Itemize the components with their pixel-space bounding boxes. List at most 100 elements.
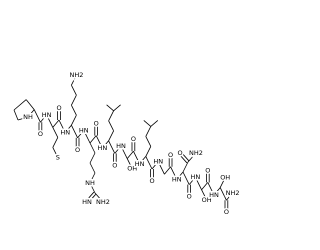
bond [145,156,153,170]
atom-label: HN [42,111,52,119]
bond [108,140,116,154]
atom-label: HN [116,142,126,150]
bond [52,127,59,138]
bond [187,152,197,163]
bond [89,135,97,144]
bond [71,75,77,86]
atom-label: NH2 [226,189,240,197]
atom-label: HN [60,129,70,137]
bond [89,182,96,194]
bond [201,189,207,200]
atom-label: NH [23,113,33,121]
bond [13,109,19,121]
bond [182,171,190,185]
bond [46,114,54,128]
bond [145,136,152,147]
bond [25,99,35,110]
bond [89,162,96,174]
atom-label: HN [98,144,108,152]
bond [71,85,77,96]
atom-label: O [187,193,192,201]
bond [52,119,60,128]
atom-label: OH [202,196,212,204]
atom-label: HN [82,198,92,206]
bond [178,153,188,164]
bond [71,105,77,116]
background [0,0,250,250]
bond [182,161,189,173]
bond [87,193,97,204]
atom-label: O [56,104,61,112]
bonds [13,75,233,213]
atom-label: O [112,161,117,169]
atom-label: NH2 [69,71,83,79]
atom-label: O [205,166,210,174]
bond [58,119,66,133]
atom-label: O [38,130,43,138]
bond [89,142,96,154]
atom-label: O [177,149,182,157]
bond [145,126,152,137]
bond [40,114,47,123]
bond [219,177,226,188]
bond [157,161,165,175]
bond [226,192,233,201]
bond [139,156,147,165]
bond [71,125,78,138]
bond [176,171,184,180]
bond [52,137,59,148]
bond [164,166,171,175]
bond [120,145,128,159]
bond [85,191,95,202]
atom-label: OH [127,165,137,173]
atom-label: O [224,208,229,216]
atom-label: O [168,151,173,159]
bond [188,176,196,185]
bond [13,99,27,111]
atom-label: OH [220,174,230,182]
atom-label: O [131,135,136,143]
bond [195,177,202,190]
bond [27,109,35,118]
bond [64,124,72,133]
bond [126,158,133,169]
bond [95,135,103,149]
bond [213,187,221,196]
bond [106,104,114,112]
atom-label: O [75,146,80,154]
bond [170,166,178,180]
atom-label: O [149,177,154,185]
bond [108,110,114,121]
atom-label: HN [135,160,145,168]
bond [89,152,96,164]
bond [133,151,140,164]
bond [151,161,159,170]
bond [180,151,190,162]
atom-label: HN [79,126,89,134]
bond [17,116,29,121]
bond [108,130,114,141]
atom-label: HN [191,173,201,181]
atom-label: S [56,153,60,161]
bond [150,120,159,127]
bond [33,109,41,123]
bond [126,150,134,159]
atom-label: NH [85,179,95,187]
atom-label: NH2 [96,198,110,206]
bond [114,145,122,154]
bond [94,192,104,203]
bond [143,120,152,127]
bond [201,182,209,191]
bond [145,146,152,157]
bond [207,182,215,196]
bond [71,115,77,126]
atom-label: HN [153,158,163,166]
bond [77,130,85,139]
bond [113,104,121,112]
bond [52,147,59,158]
atom-label: O [94,120,99,128]
bond [108,120,114,131]
bond [71,95,77,106]
